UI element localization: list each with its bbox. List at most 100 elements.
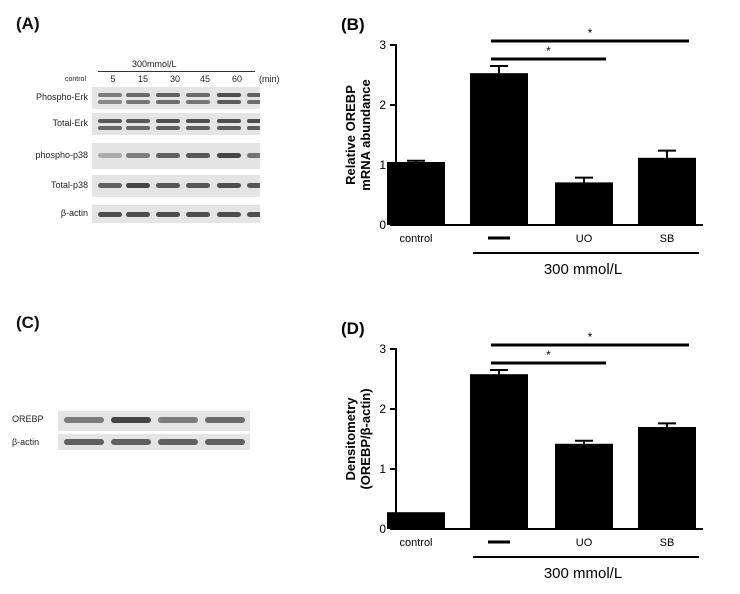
blot-band (247, 119, 260, 124)
blot-band (186, 211, 210, 217)
blot-band (156, 183, 180, 189)
blot-band (156, 93, 180, 98)
blot-band (158, 438, 198, 445)
bar (638, 427, 696, 529)
blot-row-label: β-actin (12, 437, 40, 447)
significance-mark: * (588, 330, 593, 344)
blot-band (156, 99, 180, 104)
blot-band (247, 125, 260, 130)
blot-band (111, 438, 151, 445)
blot-band (217, 211, 241, 217)
blot-band (186, 183, 210, 189)
blot-band (186, 125, 210, 130)
blot-band (158, 417, 198, 423)
blot-band (186, 152, 210, 158)
significance-mark: * (546, 348, 551, 362)
blot-band (186, 119, 210, 124)
blot-band (126, 99, 150, 104)
blot-row-label: OREBP (12, 414, 44, 424)
blot-band (126, 152, 150, 158)
y-tick-label: 3 (379, 38, 386, 52)
group-label: 300 mmol/L (544, 261, 622, 278)
blot-band (247, 93, 260, 98)
chart-b: (B) 0 1 2 3 Relative OREBP mRNA abundance contr… (341, 15, 703, 278)
time-unit-label: (min) (259, 74, 280, 84)
blot-band (217, 99, 241, 104)
y-axis-label: (OREBP/β-actin) (358, 388, 373, 489)
blot-band (98, 211, 122, 217)
time-label: 45 (199, 74, 210, 84)
blot-band (126, 125, 150, 130)
condition-line (98, 71, 255, 72)
blot-row-label: Total-Erk (52, 118, 88, 128)
y-tick-label: 2 (379, 98, 386, 112)
blot-band (247, 183, 260, 189)
y-tick-label: 0 (379, 218, 386, 232)
blot-band (156, 119, 180, 124)
blot-band (186, 93, 210, 98)
blot-strip (58, 434, 250, 450)
blot-band (98, 183, 122, 189)
blot-band (64, 417, 104, 423)
blot-band (217, 119, 241, 124)
y-axis-label: Relative OREBP (343, 85, 358, 185)
blot-band (156, 125, 180, 130)
condition-label: 300mmol/L (132, 59, 177, 69)
bar (470, 73, 528, 225)
blot-row-label: Phospho-Erk (35, 92, 88, 102)
time-label: 5 (110, 74, 116, 84)
blot-band (247, 99, 260, 104)
blot-band (156, 152, 180, 158)
y-axis-label: mRNA abundance (358, 79, 373, 190)
blot-band (156, 211, 180, 217)
bar (638, 157, 696, 225)
blot-band (98, 99, 122, 104)
blot-strip (92, 205, 260, 223)
y-tick-label: 0 (379, 522, 386, 536)
chart-d: (D) 0 1 2 3 Densitometry (OREBP/β-actin) contro… (341, 319, 703, 582)
blot-band (217, 152, 241, 158)
blot-band (247, 152, 260, 158)
blot-strip (92, 113, 260, 135)
blot-band (217, 125, 241, 130)
blot-row-label: phospho-p38 (35, 150, 88, 160)
category-label: control (399, 537, 432, 549)
group-label: 300 mmol/L (544, 565, 622, 582)
blot-band (98, 125, 122, 130)
blot-strip (92, 87, 260, 109)
bar (387, 162, 445, 225)
blot-strip (92, 143, 260, 169)
category-label: control (399, 233, 432, 245)
blot-strip (58, 411, 250, 431)
bar (387, 512, 445, 529)
significance-mark: * (588, 26, 593, 40)
time-label: 60 (231, 74, 242, 84)
blot-band (126, 93, 150, 98)
blot-band (98, 119, 122, 124)
blot-strip (92, 175, 260, 197)
blot-band (186, 99, 210, 104)
blot-row-label: Total-p38 (50, 180, 88, 190)
significance-mark: * (546, 44, 551, 58)
y-tick-label: 1 (379, 158, 386, 172)
panel-label: (B) (341, 15, 365, 34)
bar (555, 182, 613, 225)
panel-a-label: (A) (16, 14, 40, 33)
blot-band (217, 93, 241, 98)
panel-c-label: (C) (16, 313, 40, 332)
blot-band (98, 93, 122, 98)
bar (555, 443, 613, 529)
y-tick-label: 1 (379, 462, 386, 476)
panel-label: (D) (341, 319, 365, 338)
blot-band (126, 211, 150, 217)
blot-band (217, 183, 241, 189)
blot-band (247, 211, 260, 217)
category-label: UO (576, 233, 593, 245)
y-tick-label: 3 (379, 342, 386, 356)
control-lane-label: control (65, 76, 87, 83)
time-label: 15 (137, 74, 148, 84)
y-tick-label: 2 (379, 402, 386, 416)
blot-band (64, 438, 104, 445)
blot-band (111, 417, 151, 423)
time-label: 30 (169, 74, 180, 84)
